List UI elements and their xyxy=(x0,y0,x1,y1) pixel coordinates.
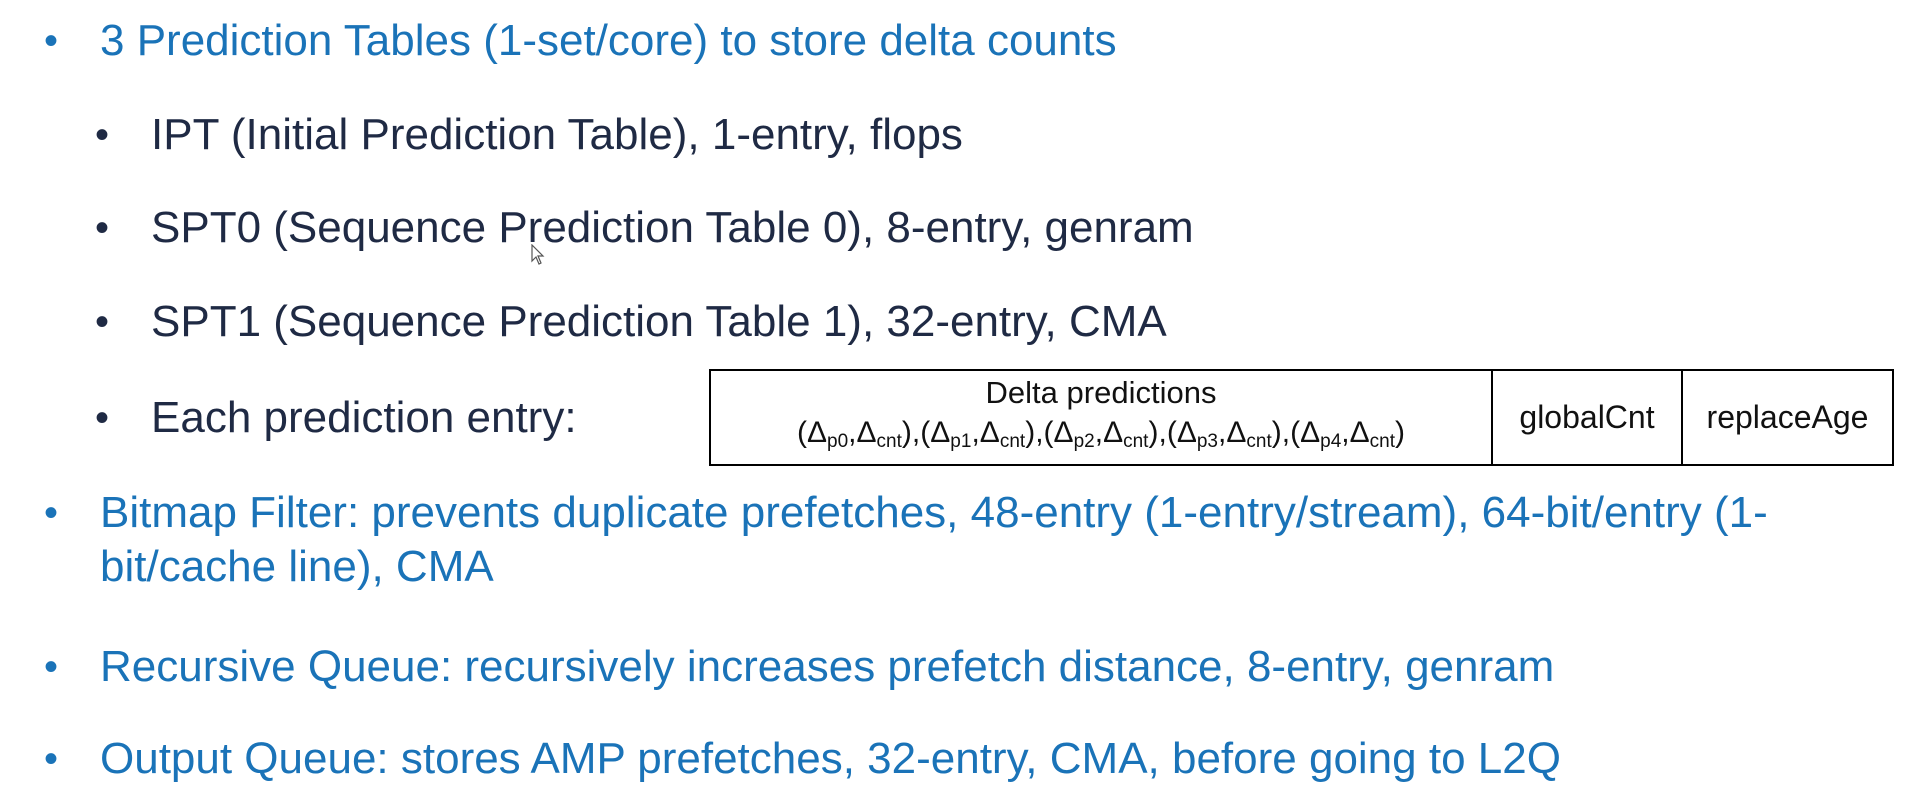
bullet-dot-icon: • xyxy=(44,19,59,63)
delta-pair: (Δp4,Δcnt) xyxy=(1290,416,1406,452)
global-cnt-label: globalCnt xyxy=(1519,399,1655,435)
bullet-dot-icon: • xyxy=(95,206,110,250)
bullet-dot-icon: • xyxy=(44,491,59,535)
bullet-text: Output Queue: stores AMP prefetches, 32-… xyxy=(100,734,1561,783)
delta-predictions-title: Delta predictions xyxy=(985,375,1217,410)
global-cnt-cell: globalCnt xyxy=(1493,371,1683,464)
bullet-each-entry: • Each prediction entry: xyxy=(95,391,577,445)
bullet-text: IPT (Initial Prediction Table), 1-entry,… xyxy=(151,110,963,159)
bullet-dot-icon: • xyxy=(44,737,59,781)
delta-predictions-cell: Delta predictions (Δp0,Δcnt),(Δp1,Δcnt),… xyxy=(711,371,1493,464)
replace-age-label: replaceAge xyxy=(1706,399,1869,435)
bullet-text: Each prediction entry: xyxy=(151,393,577,442)
bullet-text: 3 Prediction Tables (1-set/core) to stor… xyxy=(100,16,1117,65)
bullet-ipt: • IPT (Initial Prediction Table), 1-entr… xyxy=(95,108,963,162)
bullet-bitmap-filter: • Bitmap Filter: prevents duplicate pref… xyxy=(44,486,1860,594)
bullet-dot-icon: • xyxy=(44,645,59,689)
delta-pair: (Δp0,Δcnt) xyxy=(796,416,912,452)
mouse-pointer-icon xyxy=(531,244,545,265)
bullet-dot-icon: • xyxy=(95,113,110,157)
bullet-spt0: • SPT0 (Sequence Prediction Table 0), 8-… xyxy=(95,201,1194,255)
delta-pair: (Δp1,Δcnt) xyxy=(920,416,1036,452)
bullet-recursive-queue: • Recursive Queue: recursively increases… xyxy=(44,640,1555,694)
bullet-output-queue: • Output Queue: stores AMP prefetches, 3… xyxy=(44,732,1561,786)
bullet-dot-icon: • xyxy=(95,300,110,344)
bullet-spt1: • SPT1 (Sequence Prediction Table 1), 32… xyxy=(95,295,1167,349)
bullet-text: SPT0 (Sequence Prediction Table 0), 8-en… xyxy=(151,203,1194,252)
bullet-text: Bitmap Filter: prevents duplicate prefet… xyxy=(100,488,1768,591)
delta-predictions-formula: (Δp0,Δcnt),(Δp1,Δcnt),(Δp2,Δcnt),(Δp3,Δc… xyxy=(796,416,1406,452)
bullet-prediction-tables: • 3 Prediction Tables (1-set/core) to st… xyxy=(44,14,1117,68)
replace-age-cell: replaceAge xyxy=(1683,371,1892,464)
delta-pair: (Δp2,Δcnt) xyxy=(1043,416,1159,452)
bullet-text: SPT1 (Sequence Prediction Table 1), 32-e… xyxy=(151,297,1167,346)
bullet-text: Recursive Queue: recursively increases p… xyxy=(100,642,1555,691)
bullet-dot-icon: • xyxy=(95,396,110,440)
delta-pair: (Δp3,Δcnt) xyxy=(1166,416,1282,452)
prediction-entry-table: Delta predictions (Δp0,Δcnt),(Δp1,Δcnt),… xyxy=(709,369,1894,466)
